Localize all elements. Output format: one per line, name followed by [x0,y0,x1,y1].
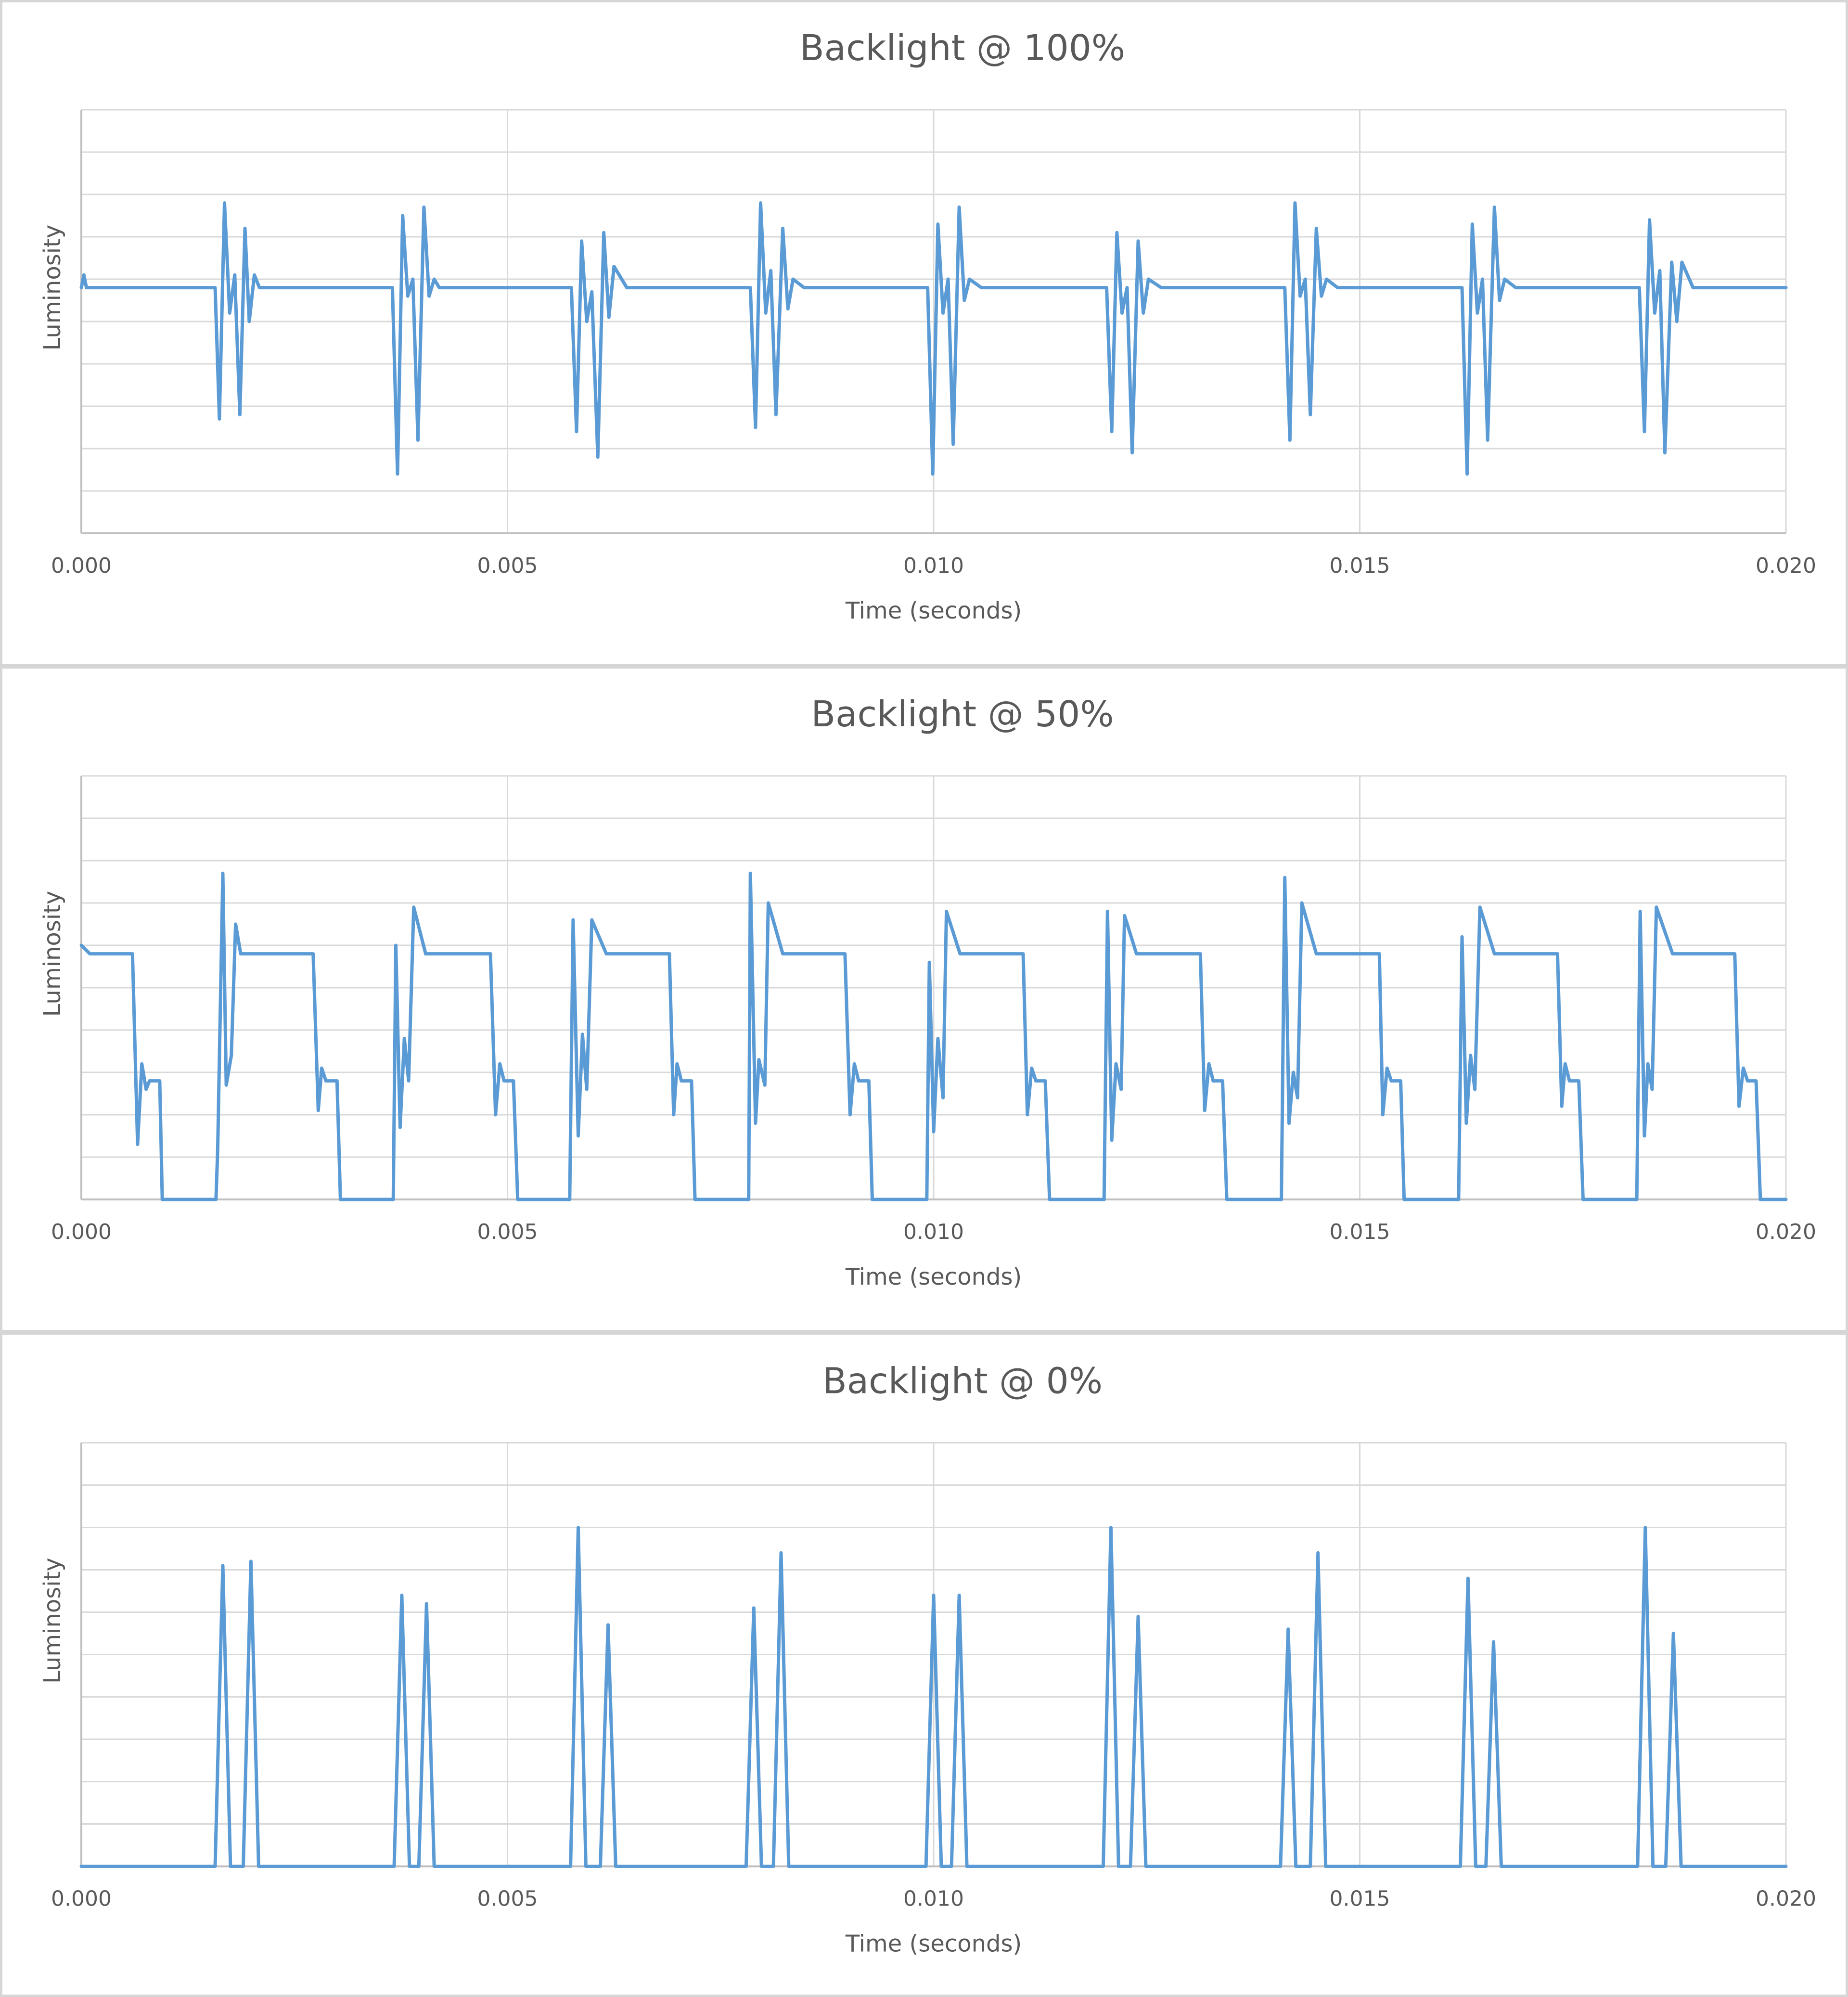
x-tick-label: 0.020 [1756,1887,1816,1911]
x-axis-title: Time (seconds) [845,597,1022,624]
y-axis-title: Luminosity [39,1558,66,1684]
x-tick-label: 0.020 [1756,554,1816,578]
chart-50-svg: 0.000 0.005 0.010 0.015 0.020 Backlight @ 50%… [39,694,1816,1290]
x-tick-label: 0.015 [1330,1887,1390,1911]
x-tick-label: 0.020 [1756,1220,1816,1244]
chart-0-svg: 0.000 0.005 0.010 0.015 0.020 Backlight @ 0% T… [39,1361,1816,1958]
x-axis-title: Time (seconds) [845,1263,1022,1290]
x-tick-label: 0.015 [1330,554,1390,578]
series-line-0 [79,1526,1788,1868]
y-axis-title: Luminosity [39,891,66,1017]
chart-title: Backlight @ 100% [800,27,1125,69]
y-axis-title: Luminosity [39,225,66,351]
chart-panel-100: 0.000 0.005 0.010 0.015 0.020 Backlight @ 100… [0,0,1848,666]
chart-title: Backlight @ 0% [822,1361,1103,1402]
x-tick-label: 0.010 [903,1220,964,1244]
x-axis-title: Time (seconds) [845,1931,1022,1958]
series-line-100 [79,201,1788,476]
chart-panel-0: 0.000 0.005 0.010 0.015 0.020 Backlight @ 0% T… [0,1332,1848,1997]
x-tick-label: 0.010 [903,554,964,578]
x-tick-label: 0.000 [51,554,112,578]
x-tick-label: 0.015 [1330,1220,1390,1244]
x-tick-label: 0.000 [51,1220,112,1244]
x-tick-label: 0.005 [477,1220,538,1244]
x-tick-label: 0.010 [903,1887,964,1911]
series-line-50 [79,871,1788,1201]
chart-100-svg: 0.000 0.005 0.010 0.015 0.020 Backlight @ 100… [39,27,1816,624]
x-tick-label: 0.000 [51,1887,112,1911]
x-tick-label: 0.005 [477,554,538,578]
x-tick-label: 0.005 [477,1887,538,1911]
chart-title: Backlight @ 50% [811,694,1114,735]
chart-panel-50: 0.000 0.005 0.010 0.015 0.020 Backlight @ 50%… [0,666,1848,1332]
